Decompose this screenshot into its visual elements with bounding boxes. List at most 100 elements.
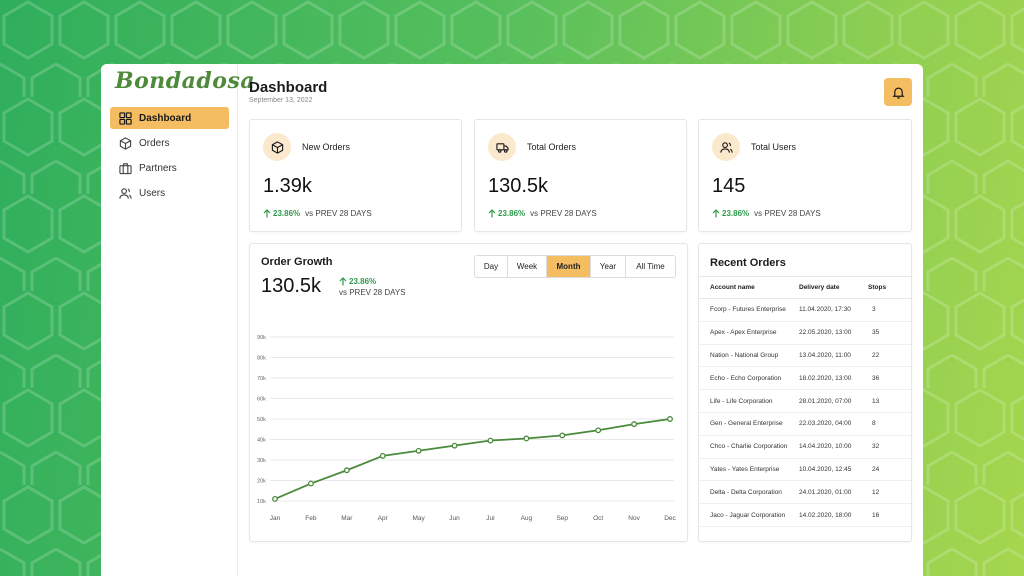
stops-cell: 22 bbox=[868, 344, 911, 368]
app-window: Bondadosa Dashboard Orders Partners bbox=[101, 64, 923, 576]
x-tick-label: Jan bbox=[270, 515, 281, 522]
change-percent: 23.86% bbox=[498, 209, 526, 218]
x-tick-label: Apr bbox=[378, 515, 389, 522]
y-tick-label: 50k bbox=[257, 417, 266, 423]
period-month-button[interactable]: Month bbox=[547, 256, 591, 277]
stat-change: 23.86% vs PREV 28 DAYS bbox=[263, 209, 372, 218]
arrow-up-icon bbox=[488, 209, 496, 218]
table-row[interactable]: Delta - Delta Corporation 24.01.2020, 01:… bbox=[699, 480, 911, 505]
data-point[interactable] bbox=[631, 421, 638, 428]
arrow-up-icon bbox=[339, 277, 347, 286]
account-name-cell: Yates - Yates Enterprise bbox=[699, 458, 799, 482]
sidebar-item-orders[interactable]: Orders bbox=[110, 132, 229, 154]
table-row[interactable]: Life - Life Corporation 28.01.2020, 07:00… bbox=[699, 389, 911, 413]
data-point[interactable] bbox=[272, 495, 278, 502]
data-point[interactable] bbox=[343, 467, 350, 474]
box-icon bbox=[118, 136, 132, 150]
sidebar-nav: Dashboard Orders Partners Users bbox=[110, 107, 229, 207]
x-tick-label: Nov bbox=[628, 515, 640, 522]
stops-cell: 16 bbox=[868, 503, 911, 527]
period-day-button[interactable]: Day bbox=[475, 256, 508, 277]
sidebar-item-dashboard[interactable]: Dashboard bbox=[110, 107, 229, 129]
sidebar-item-partners[interactable]: Partners bbox=[110, 157, 229, 179]
logo: Bondadosa bbox=[115, 68, 256, 94]
stat-value: 130.5k bbox=[488, 175, 549, 197]
table-header-row: Account name Delivery date Stops bbox=[699, 276, 911, 299]
y-tick-label: 10k bbox=[257, 499, 266, 505]
truck-icon bbox=[488, 133, 516, 161]
table-row[interactable]: Chco - Charlie Corporation 14.04.2020, 10… bbox=[699, 435, 911, 459]
series-line bbox=[274, 418, 671, 500]
data-point[interactable] bbox=[307, 480, 314, 487]
page-title: Dashboard bbox=[249, 79, 328, 96]
stat-label: New Orders bbox=[302, 142, 351, 152]
notifications-button[interactable] bbox=[884, 78, 912, 106]
stops-cell: 8 bbox=[868, 412, 911, 436]
change-percent: 23.86% bbox=[273, 209, 301, 218]
x-tick-label: Jun bbox=[449, 515, 460, 522]
users-icon bbox=[118, 186, 132, 200]
delivery-date-cell: 13.04.2020, 11:00 bbox=[799, 344, 868, 368]
account-name-cell: Fcorp - Futures Enterprise bbox=[699, 298, 799, 322]
table-row[interactable]: Jaco - Jaguar Corporation 14.02.2020, 18:… bbox=[699, 503, 911, 527]
stops-cell: 24 bbox=[868, 458, 911, 482]
table-row[interactable]: Yates - Yates Enterprise 10.04.2020, 12:4… bbox=[699, 458, 911, 482]
data-point[interactable] bbox=[595, 427, 602, 434]
table-row[interactable]: Fcorp - Futures Enterprise 11.04.2020, 17… bbox=[699, 298, 911, 322]
sidebar: Bondadosa Dashboard Orders Partners bbox=[101, 64, 255, 576]
table-row[interactable]: Nation - National Group 13.04.2020, 11:00… bbox=[699, 344, 911, 368]
change-compare: vs PREV 28 DAYS bbox=[530, 209, 597, 218]
recent-orders-title: Recent Orders bbox=[710, 257, 786, 269]
change-compare: vs PREV 28 DAYS bbox=[305, 209, 372, 218]
stops-cell: 13 bbox=[868, 389, 911, 413]
period-year-button[interactable]: Year bbox=[591, 256, 626, 277]
delivery-date-cell: 18.02.2020, 13:00 bbox=[799, 366, 868, 391]
x-tick-label: Feb bbox=[305, 515, 317, 522]
period-week-button[interactable]: Week bbox=[508, 256, 547, 277]
account-name-cell: Apex - Apex Enterprise bbox=[699, 321, 799, 345]
order-growth-change: 23.86% vs PREV 28 DAYS bbox=[339, 277, 406, 297]
period-all-time-button[interactable]: All Time bbox=[636, 262, 665, 271]
delivery-date-cell: 11.04.2020, 17:30 bbox=[799, 298, 868, 322]
stat-label: Total Users bbox=[751, 142, 797, 152]
x-tick-label: Jul bbox=[486, 515, 495, 522]
data-point[interactable] bbox=[559, 432, 566, 439]
column-header: Delivery date bbox=[799, 276, 868, 299]
data-point[interactable] bbox=[667, 416, 673, 422]
stat-change: 23.86% vs PREV 28 DAYS bbox=[488, 209, 597, 218]
delivery-date-cell: 28.01.2020, 07:00 bbox=[799, 389, 868, 413]
bell-icon bbox=[891, 86, 905, 99]
x-tick-label: Sep bbox=[556, 515, 568, 522]
recent-orders-table: Account name Delivery date Stops Fcorp -… bbox=[699, 276, 911, 527]
stops-cell: 36 bbox=[868, 366, 911, 391]
arrow-up-icon bbox=[263, 209, 271, 218]
table-row[interactable]: Echo - Echo Corporation 18.02.2020, 13:00… bbox=[699, 366, 911, 391]
change-compare: vs PREV 28 DAYS bbox=[339, 288, 406, 297]
data-point[interactable] bbox=[451, 442, 458, 449]
box-icon bbox=[263, 133, 291, 161]
table-row[interactable]: Apex - Apex Enterprise 22.05.2020, 13:00 3… bbox=[699, 321, 911, 345]
order-growth-chart: 10k 20k 30k 40k 50k 60k 70k 80k 90k Jan Feb Mar Apr M… bbox=[257, 335, 677, 522]
sidebar-item-label: Dashboard bbox=[139, 112, 192, 124]
account-name-cell: Chco - Charlie Corporation bbox=[699, 435, 799, 459]
stops-cell: 32 bbox=[868, 435, 911, 459]
account-name-cell: Life - Life Corporation bbox=[699, 389, 799, 413]
order-growth-value: 130.5k bbox=[261, 275, 322, 297]
account-name-cell: Delta - Delta Corporation bbox=[699, 480, 799, 505]
data-point[interactable] bbox=[379, 452, 386, 459]
data-point[interactable] bbox=[487, 437, 494, 444]
account-name-cell: Gen - General Enterprise bbox=[699, 412, 799, 436]
order-growth-title: Order Growth bbox=[261, 256, 333, 268]
y-tick-label: 90k bbox=[257, 335, 266, 341]
column-header: Account name bbox=[699, 276, 799, 299]
y-tick-label: 30k bbox=[257, 458, 266, 464]
data-point[interactable] bbox=[415, 447, 422, 454]
change-percent: 23.86% bbox=[722, 209, 750, 218]
x-tick-label: May bbox=[412, 515, 425, 522]
table-row[interactable]: Gen - General Enterprise 22.03.2020, 04:0… bbox=[699, 412, 911, 436]
y-tick-label: 70k bbox=[257, 376, 266, 382]
change-compare: vs PREV 28 DAYS bbox=[754, 209, 821, 218]
stat-label: Total Orders bbox=[527, 142, 577, 152]
sidebar-item-users[interactable]: Users bbox=[110, 182, 229, 204]
data-point[interactable] bbox=[523, 435, 530, 442]
